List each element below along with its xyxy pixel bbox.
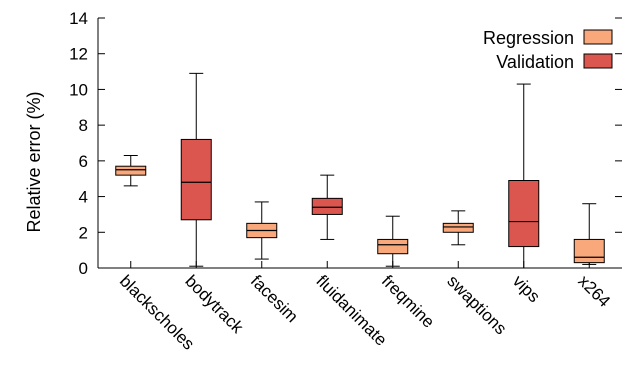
y-tick-label: 8 (79, 116, 88, 135)
box-freqmine (377, 215, 409, 267)
box-body (180, 138, 212, 221)
box-body (115, 165, 147, 176)
y-tick-label: 14 (69, 9, 88, 28)
boxes (115, 72, 605, 269)
x-tick-label: freqmine (378, 271, 438, 331)
box-body (311, 197, 343, 215)
box-body (508, 180, 540, 248)
box-facesim (246, 201, 278, 260)
x-tick-label: vips (509, 271, 544, 306)
legend-label-regression: Regression (483, 28, 574, 48)
legend-swatch-regression (583, 29, 613, 45)
y-axis-title: Relative error (%) (24, 91, 44, 232)
y-tick-label: 0 (79, 259, 88, 278)
legend-label-validation: Validation (496, 52, 574, 72)
y-tick-label: 2 (79, 223, 88, 242)
box-fluidanimate (311, 174, 343, 240)
box-blackscholes (115, 155, 147, 187)
y-tick-label: 4 (79, 188, 88, 207)
y-tick-label: 10 (69, 80, 88, 99)
legend: Regression Validation (483, 28, 613, 72)
box-bodytrack (180, 72, 212, 267)
box-x264 (573, 203, 605, 265)
box-body (377, 238, 409, 255)
y-tick-label: 12 (69, 45, 88, 64)
y-tick-label: 6 (79, 152, 88, 171)
box-swaptions (442, 210, 474, 246)
x-tick-label: swaptions (443, 271, 510, 338)
x-tick-label: facesim (247, 271, 302, 326)
x-tick-label: bodytrack (181, 271, 247, 337)
x-tick-label: x264 (574, 271, 614, 311)
box-vips (508, 83, 540, 269)
legend-swatch-validation (583, 53, 613, 69)
box-body (442, 222, 474, 233)
box-body (573, 238, 605, 264)
